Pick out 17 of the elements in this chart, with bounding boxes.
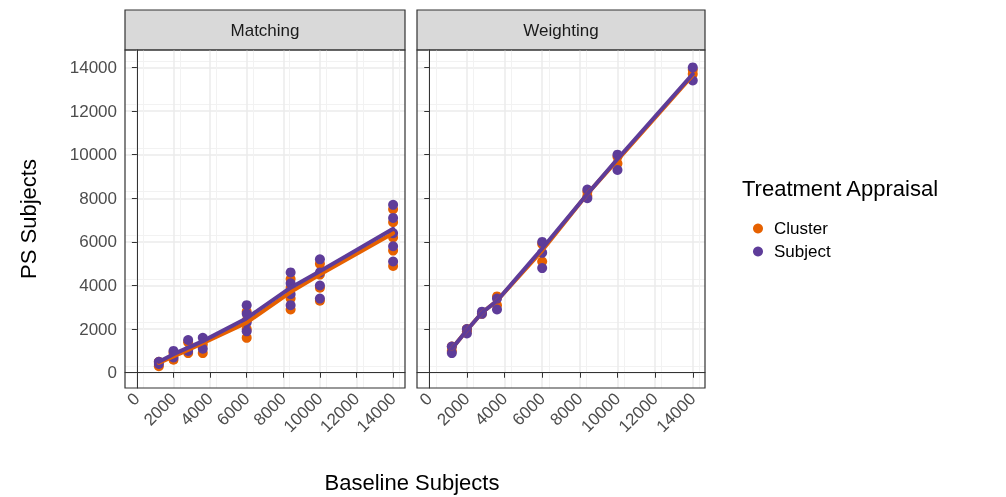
y-tick-label: 12000 — [69, 101, 117, 121]
x-tick-label: 0 — [415, 389, 436, 410]
x-tick-label: 0 — [123, 389, 144, 410]
legend-label: Subject — [774, 242, 831, 261]
y-tick-label: 14000 — [69, 57, 117, 77]
y-tick-label: 4000 — [79, 276, 117, 296]
chart-title: Matching — [230, 20, 300, 40]
chart-title: Weighting — [523, 20, 599, 40]
y-axis-title: PS Subjects — [15, 159, 41, 279]
y-tick-label: 10000 — [69, 145, 117, 165]
y-tick-label: 8000 — [79, 188, 117, 208]
legend-title: Treatment Appraisal — [742, 175, 939, 201]
legend-label: Cluster — [774, 219, 829, 238]
x-axis-title: Baseline Subjects — [324, 469, 500, 495]
y-tick-label: 6000 — [79, 232, 117, 252]
y-tick-label: 0 — [107, 363, 117, 383]
y-tick-label: 2000 — [79, 319, 117, 339]
